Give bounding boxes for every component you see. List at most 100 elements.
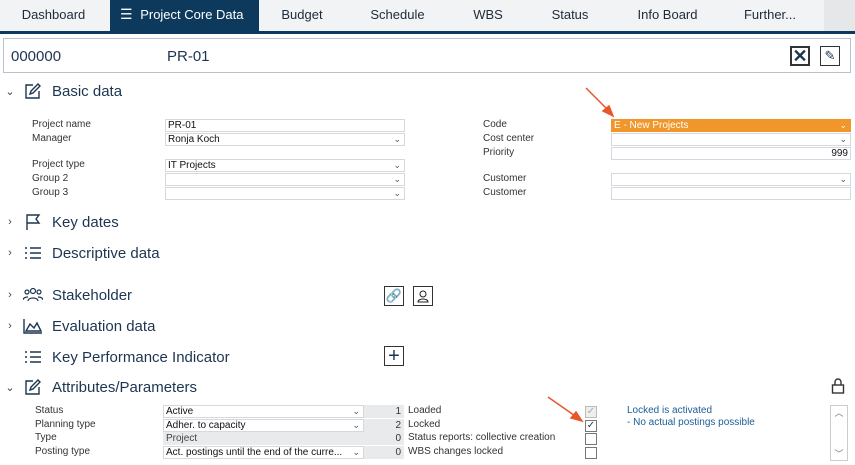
link-icon[interactable]: 🔗 bbox=[384, 286, 404, 306]
tab-bar: Dashboard ☰ Project Core Data ✕ Budget S… bbox=[0, 0, 855, 51]
arrow-to-code bbox=[585, 87, 611, 113]
value: Adher. to capacity bbox=[166, 419, 246, 431]
info-scrollbar[interactable]: ︿ ﹀ bbox=[830, 405, 848, 461]
attr-label: Planning type bbox=[35, 418, 96, 430]
section-title: Basic data bbox=[52, 82, 123, 100]
tab-wbs[interactable]: WBS bbox=[473, 7, 503, 22]
project-name-label: Project name bbox=[32, 119, 91, 130]
project-header: 000000 PR-01 ✕ ✎ bbox=[3, 38, 851, 73]
tab-dashboard[interactable]: Dashboard bbox=[21, 7, 86, 22]
menu-icon: ☰ bbox=[120, 6, 133, 22]
close-tab-icon[interactable]: ✕ bbox=[126, 36, 137, 51]
tab-budget[interactable]: Budget bbox=[281, 7, 323, 22]
chevron-right-icon: › bbox=[8, 320, 12, 332]
group2-select[interactable]: ⌄ bbox=[165, 173, 405, 186]
flag-checkbox[interactable] bbox=[585, 433, 597, 445]
scroll-down-icon[interactable]: ﹀ bbox=[834, 449, 844, 459]
chevron-down-icon: ⌄ bbox=[352, 406, 360, 416]
section-key-dates[interactable]: › Key dates bbox=[0, 211, 119, 233]
flag-checkbox[interactable]: ✓ bbox=[585, 419, 597, 432]
attr-value-select[interactable]: Adher. to capacity ⌄ bbox=[163, 418, 364, 432]
flag-checkbox[interactable] bbox=[585, 446, 597, 459]
chevron-right-icon: › bbox=[8, 289, 12, 301]
chevron-down-icon: ⌄ bbox=[5, 85, 15, 98]
attr-label: Type bbox=[35, 432, 57, 443]
flag-checkbox: ✓ bbox=[585, 406, 597, 418]
flag-label: WBS changes locked bbox=[408, 445, 504, 457]
scroll-up-icon[interactable]: ︿ bbox=[834, 408, 844, 418]
tab-further[interactable]: Further... bbox=[743, 7, 797, 22]
tab-scroll-area bbox=[824, 0, 855, 31]
group2-label: Group 2 bbox=[32, 173, 69, 184]
customer-select[interactable]: ⌄ bbox=[611, 173, 851, 186]
value: E - New Projects bbox=[614, 120, 689, 131]
flag-label: Locked bbox=[408, 418, 441, 430]
customer-input[interactable] bbox=[611, 187, 851, 200]
section-stakeholder[interactable]: › Stakeholder bbox=[0, 284, 132, 306]
group3-label: Group 3 bbox=[32, 187, 69, 198]
flag-label: Status reports: collective creation bbox=[408, 432, 556, 443]
lock-info: Locked is activated - No actual postings… bbox=[627, 405, 755, 429]
manager-select[interactable]: Ronja Koch ⌄ bbox=[165, 133, 405, 146]
customer-label: Customer bbox=[483, 173, 527, 184]
attr-number: 2 bbox=[364, 418, 404, 432]
customer-label-2: Customer bbox=[483, 187, 527, 198]
section-title: Key Performance Indicator bbox=[52, 348, 230, 366]
section-basic-data[interactable]: ⌄ Basic data bbox=[0, 80, 122, 102]
list-icon bbox=[20, 349, 46, 365]
value: 999 bbox=[831, 148, 848, 159]
flag-label: Loaded bbox=[408, 405, 442, 416]
person-icon[interactable] bbox=[413, 286, 433, 306]
chevron-right-icon: › bbox=[8, 216, 12, 228]
tab-project-core-data[interactable]: ☰ Project Core Data ✕ bbox=[110, 0, 259, 51]
list-icon bbox=[20, 245, 46, 261]
tab-info-board[interactable]: Info Board bbox=[637, 7, 698, 22]
section-evaluation-data[interactable]: › Evaluation data bbox=[0, 315, 155, 337]
code-select[interactable]: E - New Projects ⌄ bbox=[611, 119, 851, 132]
pencil-icon[interactable]: ✎ bbox=[820, 46, 840, 66]
value: Ronja Koch bbox=[168, 134, 220, 145]
cost-center-select[interactable]: ⌄ bbox=[611, 133, 851, 146]
area-chart-icon bbox=[20, 318, 46, 334]
attr-value-select[interactable]: Act. postings until the end of the curre… bbox=[163, 445, 364, 459]
lock-info-text: - No actual postings possible bbox=[627, 417, 755, 428]
chevron-down-icon: ⌄ bbox=[5, 381, 15, 394]
project-name-input[interactable]: PR-01 bbox=[165, 119, 405, 132]
arrow-head bbox=[601, 104, 615, 118]
close-icon[interactable]: ✕ bbox=[790, 46, 810, 66]
section-title: Descriptive data bbox=[52, 244, 160, 262]
value: Act. postings until the end of the curre… bbox=[166, 446, 343, 458]
chevron-down-icon: ⌄ bbox=[393, 134, 401, 144]
attr-label: Posting type bbox=[35, 445, 91, 457]
arrow-to-locked bbox=[547, 396, 579, 419]
lock-icon[interactable] bbox=[831, 378, 845, 399]
flag-icon bbox=[20, 213, 46, 231]
attr-number: 0 bbox=[364, 432, 404, 445]
chevron-down-icon: ⌄ bbox=[839, 120, 847, 130]
chevron-down-icon: ⌄ bbox=[393, 174, 401, 184]
value: Project bbox=[166, 433, 198, 444]
tab-label: Project Core Data bbox=[140, 7, 244, 22]
chevron-down-icon: ⌄ bbox=[393, 188, 401, 198]
project-type-select[interactable]: IT Projects ⌄ bbox=[165, 159, 405, 172]
value: Active bbox=[166, 406, 194, 417]
group3-select[interactable]: ⌄ bbox=[165, 187, 405, 200]
chevron-down-icon: ⌄ bbox=[839, 134, 847, 144]
priority-input[interactable]: 999 bbox=[611, 147, 851, 160]
tab-status[interactable]: Status bbox=[551, 7, 589, 22]
project-type-label: Project type bbox=[32, 159, 85, 170]
attr-label: Status bbox=[35, 405, 64, 416]
chevron-right-icon: › bbox=[8, 247, 12, 259]
attr-value-select[interactable]: Active ⌄ bbox=[163, 405, 364, 418]
section-descriptive-data[interactable]: › Descriptive data bbox=[0, 242, 160, 264]
add-icon[interactable]: + bbox=[384, 346, 404, 366]
tab-schedule[interactable]: Schedule bbox=[370, 7, 425, 22]
section-attributes[interactable]: ⌄ Attributes/Parameters bbox=[0, 376, 197, 398]
chevron-down-icon: ⌄ bbox=[393, 160, 401, 170]
chevron-down-icon: ⌄ bbox=[839, 174, 847, 184]
section-kpi[interactable]: Key Performance Indicator bbox=[0, 346, 230, 368]
attr-number: 1 bbox=[364, 405, 404, 418]
arrow-head bbox=[569, 410, 584, 423]
edit-icon bbox=[20, 82, 46, 100]
code-label: Code bbox=[483, 119, 507, 130]
